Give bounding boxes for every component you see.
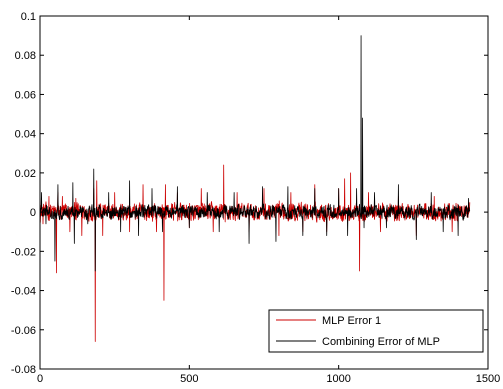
axes-layer: 0 500 1000 1500 -0.08 -0.06 -0.04 -0.02 0 0.02 0.0… xyxy=(11,11,500,385)
x-tick-label: 500 xyxy=(180,373,198,385)
series-layer xyxy=(39,35,471,342)
y-tick-label: -0.08 xyxy=(11,364,36,376)
y-tick-label: 0 xyxy=(30,207,36,219)
x-tick-label: 1000 xyxy=(326,373,350,385)
legend-label-combining-error: Combining Error of MLP xyxy=(322,336,440,348)
legend-box xyxy=(268,309,484,353)
series-line-combining-error-of-mlp xyxy=(39,35,471,272)
x-tick-label: 1500 xyxy=(476,373,500,385)
y-tick-label: -0.02 xyxy=(11,246,36,258)
y-tick-label: 0.04 xyxy=(15,129,36,141)
y-tick-label: -0.04 xyxy=(11,286,36,298)
y-tick-label: 0.02 xyxy=(15,168,36,180)
y-tick-label: 0.1 xyxy=(21,11,36,23)
legend: MLP Error 1 Combining Error of MLP xyxy=(268,309,484,353)
y-tick-label: -0.06 xyxy=(11,325,36,337)
legend-label-mlp-error-1: MLP Error 1 xyxy=(322,315,381,327)
y-tick-label: 0.08 xyxy=(15,50,36,62)
y-tick-label: 0.06 xyxy=(15,89,36,101)
plot-frame xyxy=(39,15,489,370)
x-tick-label: 0 xyxy=(37,373,43,385)
